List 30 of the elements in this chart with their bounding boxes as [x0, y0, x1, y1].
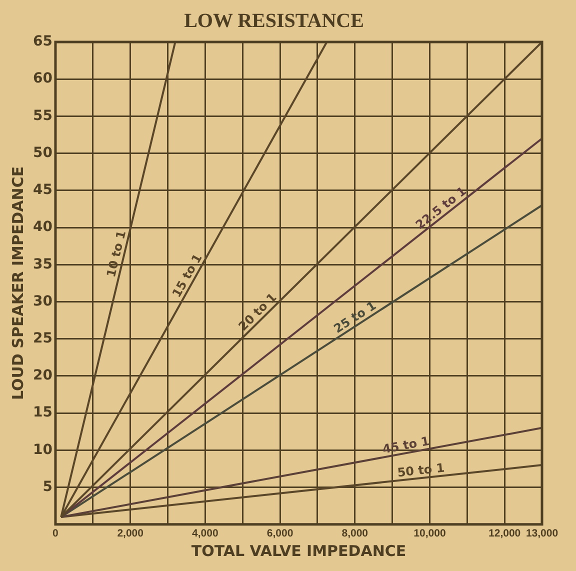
text: 15 to 1	[169, 252, 205, 300]
y-tick-label: 25	[33, 330, 52, 346]
y-tick-label: 5	[42, 478, 52, 495]
y-tick-label: 55	[33, 108, 52, 124]
x-tick-label: 10,000	[414, 528, 446, 540]
text: 10 to 1	[104, 229, 129, 279]
y-tick-label: 30	[33, 293, 53, 310]
y-tick-label: 60	[33, 70, 53, 87]
x-tick-label: 6,000	[266, 528, 294, 540]
text: 50 to 1	[396, 460, 446, 480]
y-tick-label: 35	[33, 256, 52, 272]
y-tick-label: 40	[33, 219, 53, 236]
x-tick-label: 0	[52, 528, 59, 540]
x-tick-label: 4,000	[192, 528, 218, 540]
x-tick-label: 8,000	[342, 528, 368, 540]
x-tick-label: 2,000	[117, 528, 144, 540]
y-axis-title: LOUD SPEAKER IMPEDANCE	[8, 166, 27, 400]
text: 20 to 1	[236, 290, 280, 334]
x-axis-title: TOTAL VALVE IMPEDANCE	[191, 542, 406, 560]
text: 25 to 1	[331, 298, 379, 336]
x-tick-label: 13,000	[526, 528, 558, 540]
x-tick-label: 12,000	[488, 528, 521, 540]
y-tick-label: 10	[33, 442, 53, 458]
y-tick-label: 50	[33, 144, 53, 161]
y-tick-label: 20	[33, 368, 53, 384]
chart-title: LOW RESISTANCE	[184, 10, 364, 32]
y-tick-label: 45	[33, 182, 52, 198]
text: 45 to 1	[381, 434, 430, 456]
y-tick-label: 15	[33, 404, 52, 421]
y-tick-label: 65	[33, 34, 52, 50]
